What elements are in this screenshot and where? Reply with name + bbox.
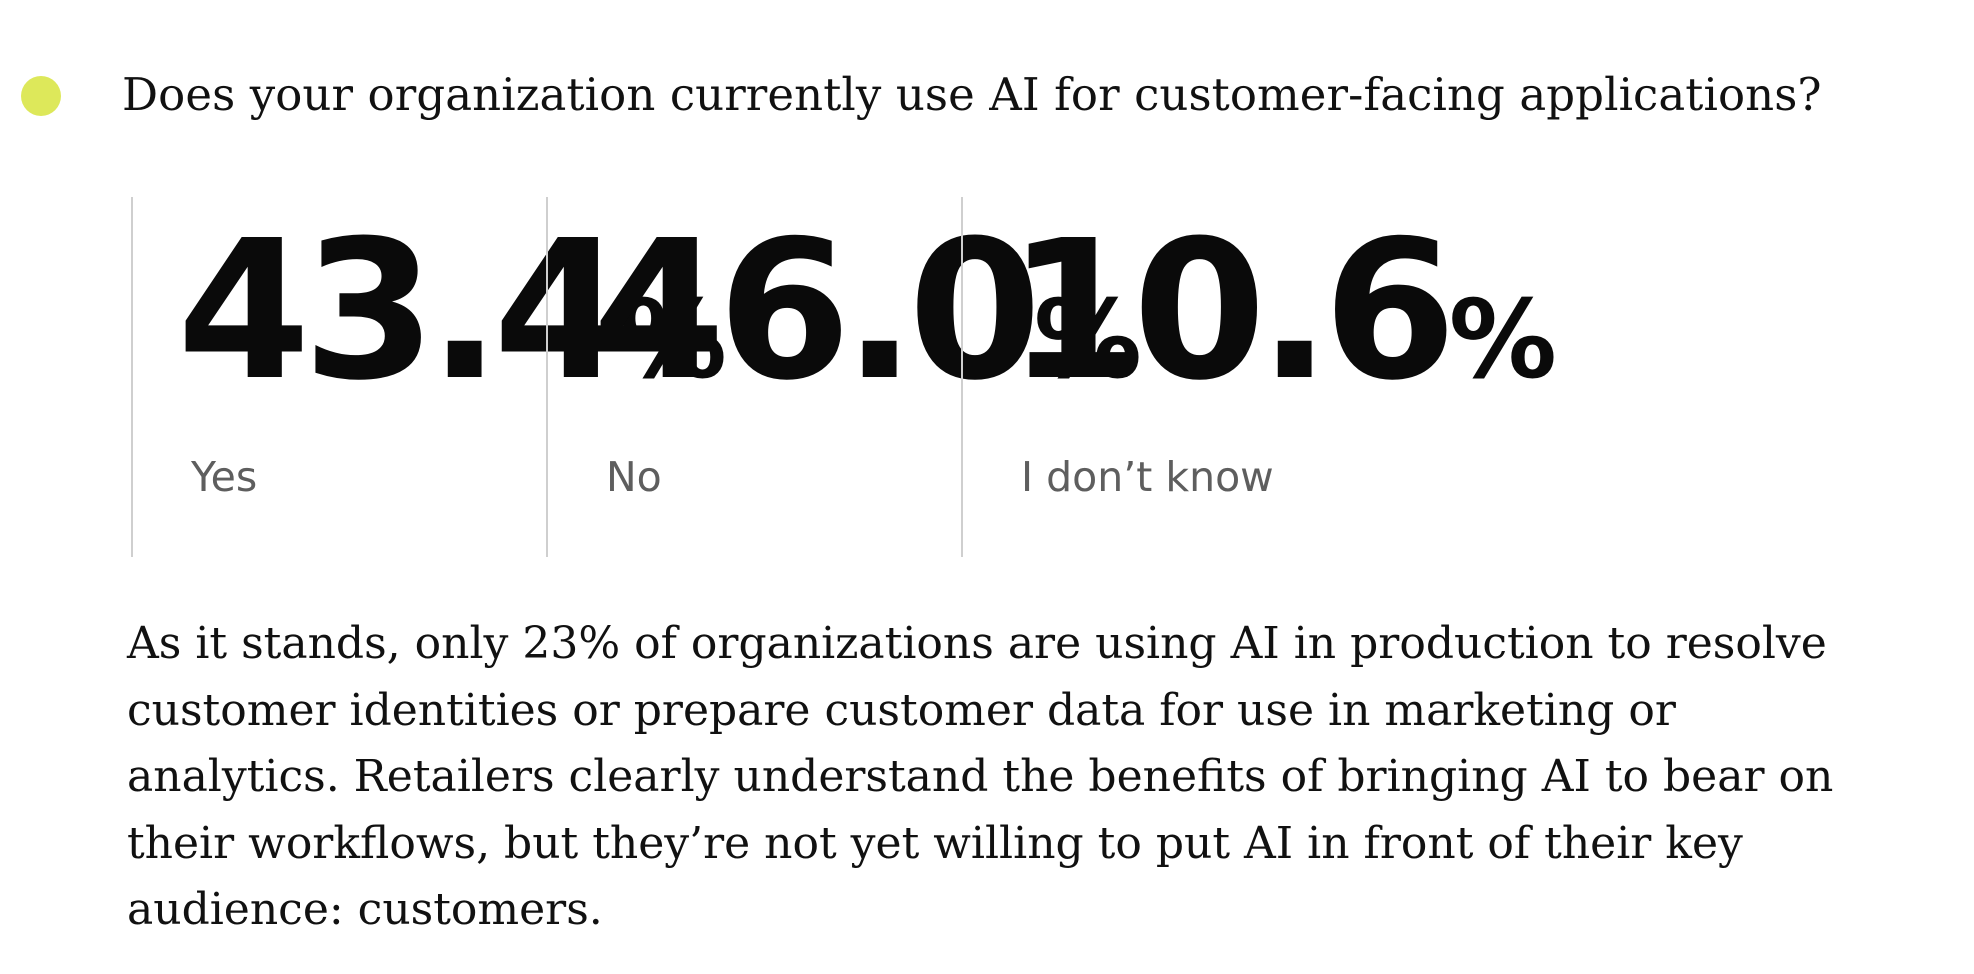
body-line: customer identities or prepare customer … xyxy=(127,684,1676,736)
stat-yes: 43.4% Yes xyxy=(131,197,727,557)
stat-value: 46.0% xyxy=(592,216,1142,426)
stat-value: 10.6% xyxy=(1007,216,1557,426)
body-paragraph: As it stands, only 23% of organizations … xyxy=(127,611,1957,944)
stat-number: 43.4 xyxy=(177,200,627,423)
body-line: their workflows, but they’re not yet wil… xyxy=(127,817,1743,869)
stat-label: No xyxy=(606,453,662,501)
stat-dont-know: 10.6% I don’t know xyxy=(961,197,1557,557)
stat-value: 43.4% xyxy=(177,216,727,426)
survey-question: Does your organization currently use AI … xyxy=(122,68,1822,121)
stats-row: 43.4% Yes 46.0% No 10.6% I don’t know xyxy=(131,197,1557,557)
body-line: As it stands, only 23% of organizations … xyxy=(127,618,1827,669)
body-line: analytics. Retailers clearly understand … xyxy=(127,751,1834,802)
bullet-dot xyxy=(21,76,61,116)
percent-sign: % xyxy=(618,278,727,403)
stat-label: I don’t know xyxy=(1021,453,1274,501)
body-line: audience: customers. xyxy=(127,884,603,935)
percent-sign: % xyxy=(1448,278,1557,403)
stat-number: 10.6 xyxy=(1007,200,1457,423)
percent-sign: % xyxy=(1033,278,1142,403)
stat-no: 46.0% No xyxy=(546,197,1142,557)
stat-label: Yes xyxy=(191,453,258,501)
stat-number: 46.0 xyxy=(592,200,1042,423)
